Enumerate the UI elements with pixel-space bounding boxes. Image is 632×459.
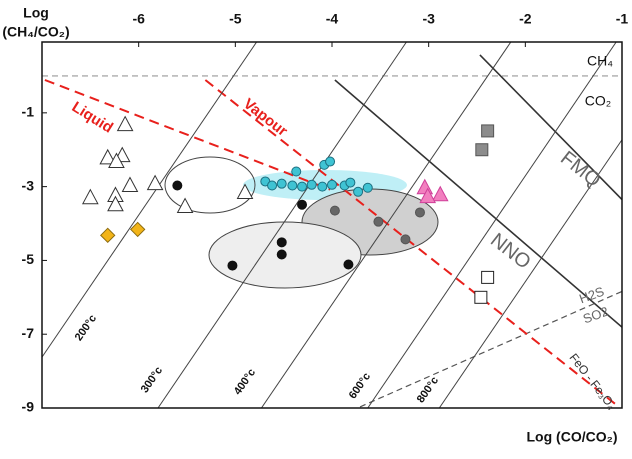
point [107,195,124,212]
annotation: 600°c [347,371,373,402]
annotation: FMQ [556,147,605,192]
x-tick-label: -3 [422,11,435,27]
point [329,205,340,216]
point [146,174,164,191]
reference-line [367,42,617,408]
point [306,179,317,190]
point [373,216,384,227]
y-axis-label: Log [23,5,49,21]
point [291,166,302,177]
point [297,199,308,210]
point [414,207,425,218]
annotation: CO₂ [585,93,611,109]
annotation: 200°c [73,313,99,344]
point [325,156,336,167]
point [99,148,117,165]
point [317,181,328,192]
point [419,187,437,204]
point [345,177,356,188]
point [267,180,278,191]
annotation: H2S [577,284,606,307]
point [481,270,495,284]
y-axis-label: (CH₄/CO₂) [2,24,69,40]
point [297,181,308,192]
annotation: 400°c [232,367,258,398]
reference-line [359,290,622,408]
point [227,260,238,271]
point [108,152,125,169]
point [287,180,298,191]
y-tick-label: -9 [22,399,35,415]
reference-line [261,42,512,408]
reference-line [44,79,331,191]
point [276,249,287,260]
point [327,179,337,190]
point [276,237,287,248]
point [116,115,134,132]
reference-line [42,42,258,358]
reference-line [204,79,616,405]
annotation: 300°c [139,365,165,396]
point [400,234,411,245]
annotation: SO2 [581,304,611,327]
annotation: 800°c [415,375,441,406]
y-tick-label: -7 [22,325,35,341]
open-field [164,156,256,214]
point [100,227,116,244]
point [276,178,287,189]
point [129,221,146,238]
point [475,143,489,157]
annotation: Vapour [240,95,291,140]
x-axis-label: Log (CO/CO₂) [527,429,618,445]
point [362,182,373,193]
marks [81,115,495,304]
reference-line [438,139,622,408]
point [172,180,183,191]
y-tick-label: -3 [22,177,35,193]
x-tick-label: -5 [229,11,242,27]
point [121,176,139,193]
y-tick-label: -1 [22,104,35,120]
point [81,188,99,205]
x-tick-label: -6 [132,11,145,27]
point [474,290,488,304]
point [236,183,254,200]
point [431,185,449,202]
x-tick-label: -1 [616,11,629,27]
reference-line [334,79,622,328]
annotation: FeO - Fe₃O₄ [566,351,618,413]
reference-line [157,42,407,408]
annotation: CH₄ [587,53,613,69]
point [176,197,194,214]
y-tick-label: -5 [22,251,35,267]
reference-line [479,54,622,201]
x-tick-label: -2 [519,11,532,27]
point [343,259,354,270]
point [481,124,495,138]
point [353,186,364,197]
x-tick-label: -4 [326,11,339,27]
annotation: NNO [486,229,535,274]
lines [42,42,622,408]
point [416,178,434,195]
